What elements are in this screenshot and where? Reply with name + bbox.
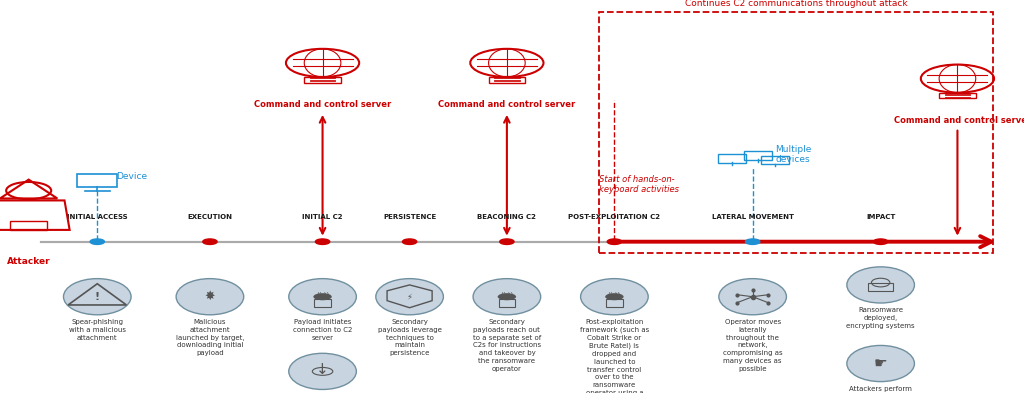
Ellipse shape <box>376 279 443 315</box>
Circle shape <box>500 239 514 244</box>
Text: ↓: ↓ <box>316 362 329 377</box>
Text: IMPACT: IMPACT <box>866 214 895 220</box>
Text: Continues C2 communications throughout attack: Continues C2 communications throughout a… <box>685 0 907 8</box>
Ellipse shape <box>581 279 648 315</box>
Text: !: ! <box>94 292 100 302</box>
Ellipse shape <box>176 279 244 315</box>
Text: Attacker: Attacker <box>7 257 50 266</box>
Text: Post-exploitation
framework (such as
Cobalt Strike or
Brute Ratel) is
dropped an: Post-exploitation framework (such as Cob… <box>580 319 649 393</box>
Circle shape <box>90 239 104 244</box>
Circle shape <box>745 239 760 244</box>
Text: INITIAL C2: INITIAL C2 <box>302 214 343 220</box>
Text: Attackers perform
a double extortion,
ransoming stolen
information: Attackers perform a double extortion, ra… <box>848 386 913 393</box>
Text: INITIAL ACCESS: INITIAL ACCESS <box>67 214 128 220</box>
Ellipse shape <box>63 279 131 315</box>
Circle shape <box>203 239 217 244</box>
Text: ((·)): ((·)) <box>316 292 329 298</box>
Text: ☛: ☛ <box>873 356 888 371</box>
Ellipse shape <box>847 267 914 303</box>
Text: Secondary
payloads reach out
to a separate set of
C2s for instructions
and takeo: Secondary payloads reach out to a separa… <box>473 319 541 372</box>
Text: Operator moves
laterally
throughout the
network,
compromising as
many devices as: Operator moves laterally throughout the … <box>723 319 782 372</box>
Circle shape <box>313 293 332 300</box>
Text: LATERAL MOVEMENT: LATERAL MOVEMENT <box>712 214 794 220</box>
Text: POST-EXPLOITATION C2: POST-EXPLOITATION C2 <box>568 214 660 220</box>
Circle shape <box>402 239 417 244</box>
Text: EXECUTION: EXECUTION <box>187 214 232 220</box>
Circle shape <box>873 239 888 244</box>
Text: Start of hands-on-
keyboard activities: Start of hands-on- keyboard activities <box>599 175 679 194</box>
Circle shape <box>498 293 516 300</box>
Text: Command and control server: Command and control server <box>894 116 1024 125</box>
Circle shape <box>315 239 330 244</box>
Text: Spear-phishing
with a malicious
attachment: Spear-phishing with a malicious attachme… <box>69 319 126 341</box>
Text: ⚡: ⚡ <box>407 292 413 301</box>
Ellipse shape <box>473 279 541 315</box>
Text: Device: Device <box>116 173 146 181</box>
Text: Payload initiates
connection to C2
server: Payload initiates connection to C2 serve… <box>293 319 352 341</box>
Text: Secondary
payloads leverage
techniques to
maintain
persistence: Secondary payloads leverage techniques t… <box>378 319 441 356</box>
Text: ✸: ✸ <box>205 290 215 303</box>
Text: Command and control server: Command and control server <box>438 100 575 109</box>
Text: Ransomware
deployed,
encrypting systems: Ransomware deployed, encrypting systems <box>846 307 915 329</box>
Text: Multiple
devices: Multiple devices <box>775 145 812 164</box>
Text: ((·)): ((·)) <box>608 292 621 298</box>
Text: ((·)): ((·)) <box>501 292 513 298</box>
Circle shape <box>607 239 622 244</box>
Ellipse shape <box>289 279 356 315</box>
Ellipse shape <box>289 353 356 389</box>
Text: Malicious
attachment
launched by target,
downloading initial
payload: Malicious attachment launched by target,… <box>175 319 245 356</box>
Ellipse shape <box>847 345 914 382</box>
Text: PERSISTENCE: PERSISTENCE <box>383 214 436 220</box>
Text: Command and control server: Command and control server <box>254 100 391 109</box>
Circle shape <box>605 293 624 300</box>
Ellipse shape <box>719 279 786 315</box>
Text: BEACONING C2: BEACONING C2 <box>477 214 537 220</box>
